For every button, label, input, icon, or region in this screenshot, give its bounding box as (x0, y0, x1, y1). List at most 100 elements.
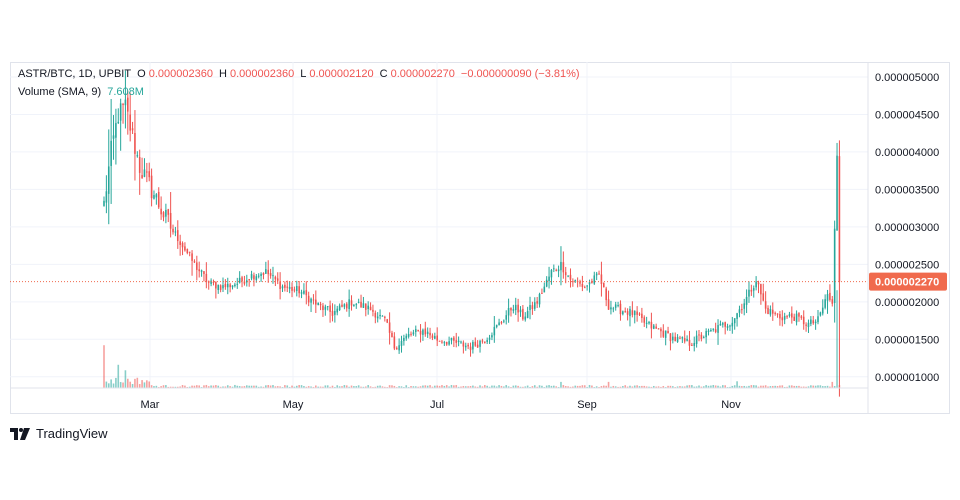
candle-body (267, 269, 270, 275)
volume-bar (491, 385, 493, 388)
candle-body (622, 311, 624, 315)
volume-bar (374, 386, 377, 388)
volume-bar (265, 385, 267, 388)
volume-bar (284, 385, 286, 388)
candle-body (660, 328, 662, 332)
candle-body (824, 299, 826, 308)
volume-bar (324, 385, 327, 388)
candle-body (491, 335, 493, 338)
volume-bar (531, 386, 534, 388)
candle-body (476, 344, 479, 348)
candle-body (467, 344, 469, 347)
candle-body (569, 274, 572, 280)
candle-body (479, 340, 481, 347)
candle-body (324, 306, 327, 310)
open-value: 0.000002360 (148, 68, 213, 80)
candle-body (514, 304, 517, 311)
time-tick-label: Nov (721, 399, 741, 411)
candle-body (760, 284, 762, 295)
volume-bar (598, 386, 600, 388)
candle-body (136, 155, 139, 157)
volume-bar (638, 386, 641, 388)
candle-body (662, 330, 665, 337)
volume-bar (300, 385, 303, 388)
candle-body (560, 261, 562, 271)
volume-bar (193, 385, 196, 388)
volume-bar (379, 385, 381, 388)
open-label: O (137, 68, 146, 80)
volume-bar (691, 385, 693, 388)
volume-bar (450, 385, 453, 388)
volume-bar (343, 385, 346, 388)
candle-body (191, 253, 193, 261)
candle-body (707, 330, 710, 333)
candle-body (779, 314, 781, 319)
volume-bar (514, 385, 517, 388)
candle-body (295, 285, 298, 292)
candle-body (695, 335, 698, 344)
candle-body (681, 337, 684, 339)
candle-body (331, 310, 334, 316)
candle-body (348, 299, 350, 310)
volume-bar (219, 386, 222, 388)
volume-bar (286, 385, 289, 388)
candle-body (679, 337, 681, 339)
candle-body (141, 175, 143, 178)
volume-bar (710, 385, 712, 388)
volume-bar (798, 385, 800, 388)
volume-bar (500, 385, 503, 388)
ohlc-legend: ASTR/BTC, 1D, UPBIT O 0.000002360 H 0.0000… (18, 68, 583, 80)
candle-body (319, 303, 322, 306)
candle-body (798, 313, 800, 317)
tradingview-brand[interactable]: TradingView (10, 426, 108, 441)
volume-bar (222, 386, 224, 388)
volume-bar (667, 385, 669, 388)
volume-bar (226, 385, 229, 388)
candle-body (236, 283, 239, 285)
candle-body (512, 309, 515, 311)
candle-body (550, 270, 553, 278)
time-tick-label: May (283, 399, 304, 411)
candle-body (210, 280, 212, 284)
volume-bar (814, 385, 817, 388)
candle-body (338, 305, 341, 311)
volume-bar (645, 386, 648, 388)
candle-body (636, 311, 638, 315)
chart-frame[interactable] (10, 62, 950, 414)
candle-body (600, 274, 603, 284)
candle-body (586, 285, 588, 287)
candle-body (807, 322, 810, 328)
price-axis[interactable]: 0.000005000 0.000004500 0.000004000 0.00000… (867, 62, 939, 414)
volume-bar (821, 386, 824, 388)
volume-bar (567, 386, 569, 388)
candle-body (414, 329, 417, 333)
candle-body (645, 322, 648, 324)
price-chart[interactable]: 0.000002270 0.0000050000.0000045000.0000… (0, 0, 960, 420)
volume-bar (741, 386, 743, 388)
candle-body (160, 208, 162, 215)
volume-bar (519, 386, 522, 388)
candle-body (831, 299, 834, 304)
volume-bar (693, 386, 696, 388)
candle-body (388, 322, 391, 333)
volume-bar (319, 386, 322, 388)
volume-bar (771, 385, 774, 388)
volume-bar (248, 385, 250, 388)
volume-bar (169, 386, 172, 388)
symbol-label[interactable]: ASTR/BTC, 1D, UPBIT (18, 68, 132, 80)
volume-bar (574, 385, 577, 388)
candle-body (562, 262, 565, 273)
volume-bar (112, 383, 115, 388)
volume-bar (143, 382, 146, 388)
volume-bar (793, 385, 795, 388)
volume-bar (179, 386, 181, 388)
volume-bar (398, 386, 400, 388)
candle-body (374, 312, 377, 318)
volume-bar (322, 386, 324, 388)
time-axis[interactable]: Mar May Jul Sep Nov (10, 387, 868, 411)
volume-label[interactable]: Volume (SMA, 9) (18, 86, 102, 98)
volume-bar (260, 386, 262, 388)
volume-bar (172, 386, 174, 388)
volume-bar (629, 385, 631, 388)
candle-body (774, 312, 776, 314)
